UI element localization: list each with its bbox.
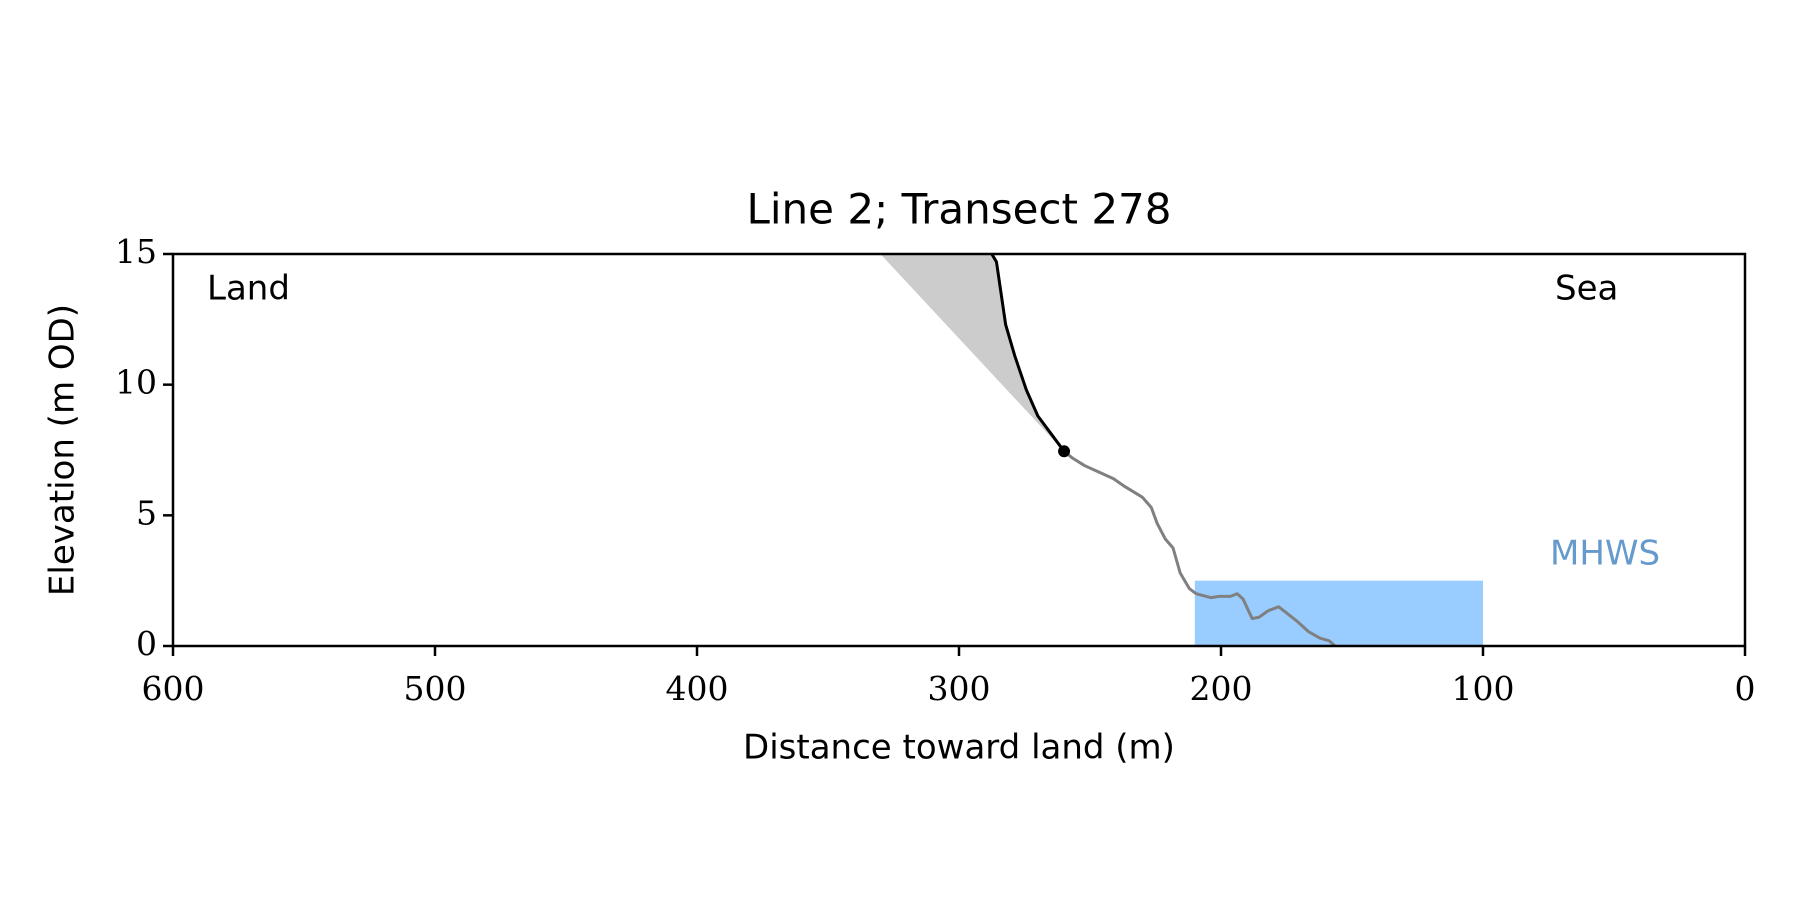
x-axis-label: Distance toward land (m)	[743, 728, 1175, 768]
chart-title: Line 2; Transect 278	[746, 185, 1171, 234]
shaded-area	[880, 254, 1065, 452]
x-tick-label: 300	[928, 669, 991, 708]
x-tick-label: 600	[142, 669, 205, 708]
cliff-top-point	[1058, 445, 1071, 458]
y-tick-label: 10	[115, 363, 157, 402]
x-tick-label: 100	[1452, 669, 1515, 708]
profile-line	[990, 253, 1066, 453]
x-tick-label: 400	[666, 669, 729, 708]
y-tick-label: 5	[136, 493, 157, 532]
x-tick-label: 500	[404, 669, 467, 708]
y-axis-label: Elevation (m OD)	[43, 304, 83, 596]
annotation: Sea	[1555, 269, 1618, 309]
y-tick-label: 15	[115, 232, 157, 271]
annotation: Land	[207, 269, 290, 309]
y-tick-label: 0	[136, 624, 157, 663]
mhws-label: MHWS	[1550, 534, 1660, 574]
x-tick-label: 200	[1190, 669, 1253, 708]
profile-line	[1063, 450, 1336, 648]
x-tick-label: 0	[1735, 669, 1756, 708]
mhws-area	[1194, 580, 1483, 646]
